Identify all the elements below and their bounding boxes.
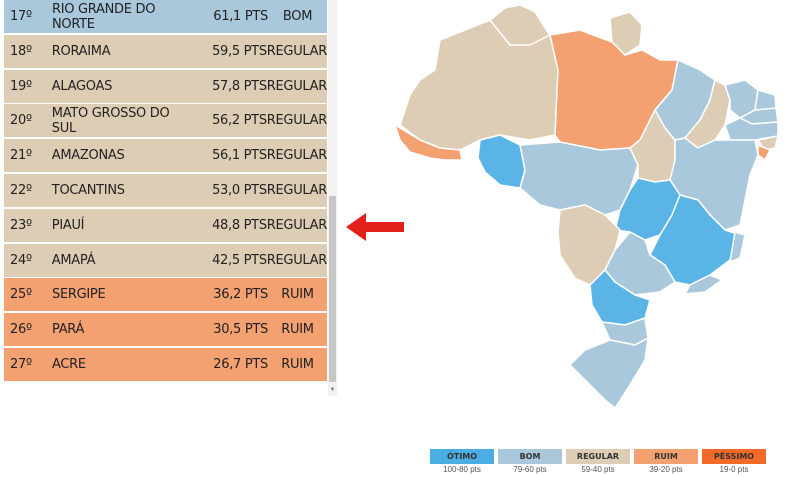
classification-cell: RUIM [281,287,314,303]
legend-item: ÓTIMO 100-80 pts [430,449,494,474]
rank-cell: 23º [10,217,32,233]
classification-cell: REGULAR [266,148,328,164]
legend-range: 19-0 pts [719,465,749,474]
legend-label: BOM [498,449,562,464]
legend-range: 79-60 pts [513,465,547,474]
classification-cell: RUIM [281,356,314,372]
legend-item: PÉSSIMO 19-0 pts [702,449,766,474]
state-name: RIO GRANDE DO NORTE [52,1,156,32]
rank-cell: 22º [10,182,32,198]
score-cell: 36,2 PTS [213,287,268,303]
state-mato-grosso [519,141,639,216]
state-name: TOCANTINS [51,182,125,198]
brazil-map [394,4,779,409]
rank-cell: 26º [10,322,32,338]
state-name: ACRE [52,356,86,372]
state-rio-grande-do-norte [754,89,777,111]
state-name: PARÁ [52,322,85,338]
score-cell: 42,5 PTS [212,252,267,268]
score-cell: 56,1 PTS [212,148,267,164]
classification-cell: RUIM [281,322,314,338]
left-arrow-icon [346,213,404,241]
rank-cell: 19º [10,78,32,94]
legend-item: REGULAR 59-40 pts [566,449,630,474]
state-name: PIAUÍ [51,217,85,233]
rank-cell: 20º [10,113,32,129]
state-name: AMAZONAS [51,148,125,164]
rank-cell: 27º [10,356,32,372]
table-row: 25º SERGIPE 36,2 PTS RUIM [4,278,327,312]
score-cell: 30,5 PTS [213,322,268,338]
state-name: AMAPÁ [51,252,96,268]
table-row: 21º AMAZONAS 56,1 PTS REGULAR [4,139,328,173]
rank-cell: 17º [10,9,32,24]
classification-cell: REGULAR [266,78,328,94]
legend-range: 100-80 pts [443,465,481,474]
legend-range: 59-40 pts [581,465,615,474]
classification-cell: REGULAR [266,252,328,268]
classification-cell: BOM [282,9,313,24]
classification-cell: REGULAR [266,43,328,59]
table-row: 18º RORAIMA 59,5 PTS REGULAR [4,34,328,68]
score-cell: 57,8 PTS [212,78,267,94]
legend-item: BOM 79-60 pts [498,449,562,474]
legend-item: RUIM 39-20 pts [634,449,698,474]
legend-label: RUIM [634,449,698,464]
state-name: MATO GROSSO DO SUL [51,105,170,136]
state-rondonia [477,134,526,189]
score-cell: 48,8 PTS [212,217,267,233]
state-parana [589,269,651,326]
score-cell: 53,0 PTS [212,182,267,198]
state-rio-de-janeiro [684,274,723,295]
rank-cell: 18º [10,43,32,59]
score-cell: 59,5 PTS [212,43,267,59]
rank-cell: 25º [10,287,32,303]
table-row: 17º RIO GRANDE DO NORTE 61,1 PTS BOM [4,0,327,33]
ranking-table: 17º RIO GRANDE DO NORTE 61,1 PTS BOM 18º RORA… [4,0,327,383]
classification-cell: REGULAR [266,182,328,198]
state-rio-grande-do-sul [569,337,649,409]
map-legend: ÓTIMO 100-80 pts BOM 79-60 pts REGULAR 59-40 … [430,449,766,474]
rank-cell: 24º [10,252,32,268]
score-cell: 56,2 PTS [212,113,267,129]
state-espirito-santo [729,231,746,263]
scroll-thumb[interactable] [329,196,336,382]
score-cell: 61,1 PTS [213,9,268,24]
rank-cell: 21º [10,148,32,164]
table-row: 24º AMAPÁ 42,5 PTS REGULAR [4,243,328,277]
state-acre [394,124,463,161]
table-row: 26º PARÁ 30,5 PTS RUIM [4,313,327,347]
legend-label: ÓTIMO [430,449,494,464]
table-row: 19º ALAGOAS 57,8 PTS REGULAR [4,69,328,103]
state-roraima [489,4,551,46]
legend-range: 39-20 pts [649,465,683,474]
state-name: RORAIMA [51,43,111,59]
table-row: 22º TOCANTINS 53,0 PTS REGULAR [4,173,328,207]
score-cell: 26,7 PTS [213,356,268,372]
scroll-down-icon[interactable]: ▼ [329,387,336,393]
table-row: 27º ACRE 26,7 PTS RUIM [4,347,327,381]
table-scrollbar[interactable]: ▼ [328,0,337,396]
legend-label: PÉSSIMO [702,449,766,464]
state-name: ALAGOAS [51,78,113,94]
table-row: 23º PIAUÍ 48,8 PTS REGULAR [4,208,328,242]
classification-cell: REGULAR [266,113,328,129]
state-name: SERGIPE [52,287,106,303]
classification-cell: REGULAR [266,217,328,233]
table-row: 20º MATO GROSSO DO SUL 56,2 PTS REGULAR [4,104,328,138]
legend-label: REGULAR [566,449,630,464]
